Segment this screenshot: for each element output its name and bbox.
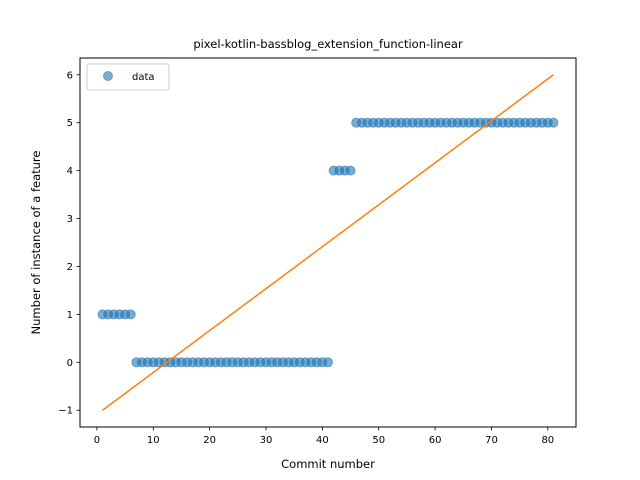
chart-title: pixel-kotlin-bassblog_extension_function… — [193, 37, 463, 51]
axes-frame — [79, 57, 577, 428]
x-tick-label: 50 — [372, 435, 385, 446]
data-point — [125, 309, 136, 320]
x-tick-label: 20 — [203, 435, 216, 446]
y-tick-label: 3 — [67, 214, 73, 225]
x-tick-label: 10 — [147, 435, 160, 446]
y-tick-label: 0 — [67, 358, 73, 369]
ticks-layer: 0 10 20 30 40 50 60 70 80 −1 0 1 2 3 4 5 6 — [58, 70, 554, 446]
data-point — [345, 165, 356, 176]
y-tick-label: 2 — [67, 262, 73, 273]
x-tick-label: 80 — [541, 435, 554, 446]
y-tick-label: −1 — [58, 406, 73, 417]
y-tick-label: 4 — [67, 166, 73, 177]
x-tick-label: 60 — [429, 435, 442, 446]
data-point — [548, 117, 559, 128]
legend-box — [86, 63, 170, 91]
x-tick-label: 30 — [260, 435, 273, 446]
series-layer — [97, 74, 559, 411]
x-tick-label: 70 — [485, 435, 498, 446]
y-tick-label: 6 — [67, 70, 73, 81]
x-tick-label: 40 — [316, 435, 329, 446]
x-tick-label: 0 — [94, 435, 100, 446]
legend: data — [86, 63, 170, 91]
y-axis-label: Number of instance of a feature — [29, 151, 43, 335]
x-axis-label: Commit number — [281, 457, 375, 471]
fit-line — [102, 74, 554, 411]
y-tick-label: 5 — [67, 118, 73, 129]
legend-marker — [103, 71, 113, 81]
data-point — [323, 357, 333, 368]
legend-label: data — [132, 72, 155, 83]
y-tick-label: 1 — [67, 310, 73, 321]
